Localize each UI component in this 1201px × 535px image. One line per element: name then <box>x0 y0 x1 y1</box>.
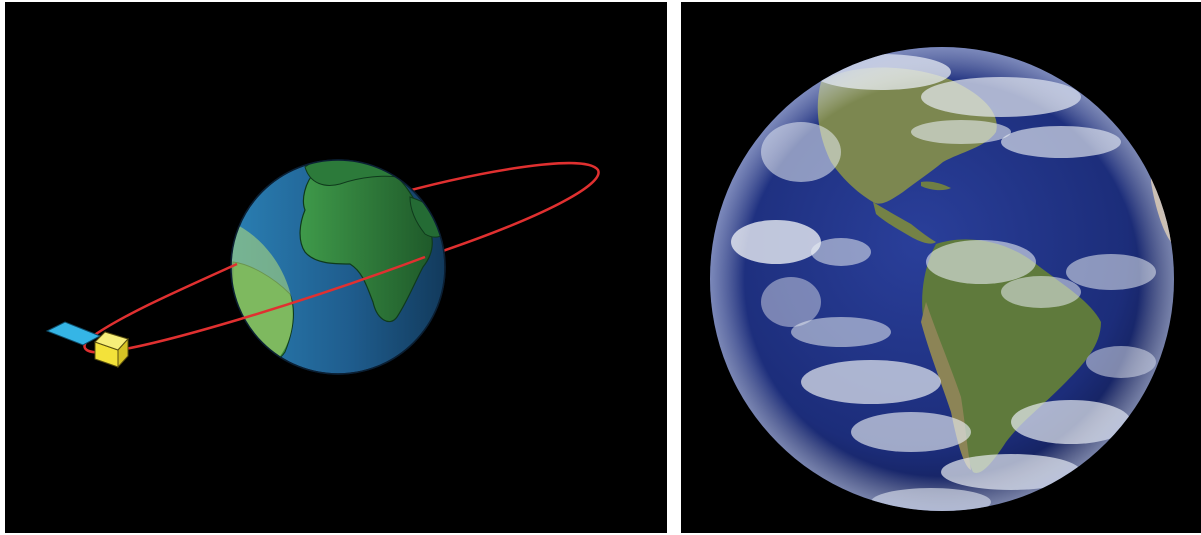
satellite-solar-panel <box>47 322 100 345</box>
satellite <box>47 322 128 367</box>
earth-globe <box>220 155 450 374</box>
earth-full-disk-image <box>681 2 1201 533</box>
orbit-illustration <box>5 2 667 533</box>
orbit-illustration-panel <box>5 2 667 533</box>
earth-photo-panel <box>681 2 1201 533</box>
